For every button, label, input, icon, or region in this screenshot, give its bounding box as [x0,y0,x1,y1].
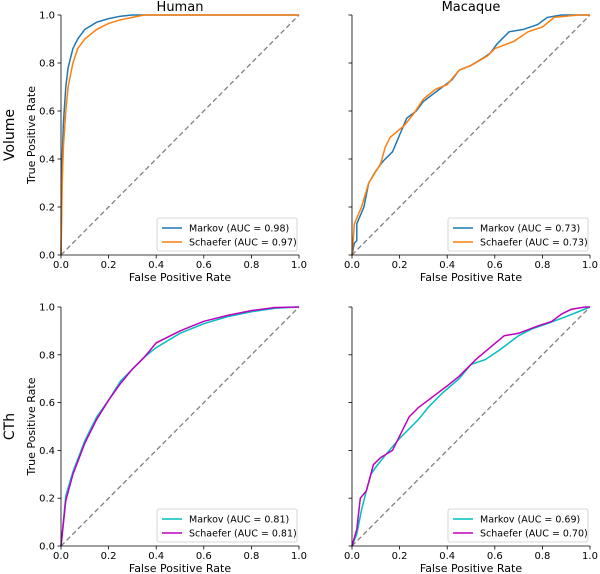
x-axis-label: False Positive Rate [420,562,522,574]
legend-label: Markov (AUC = 0.69) [480,515,580,526]
legend: Markov (AUC = 0.69) Schaefer (AUC = 0.70) [447,508,589,543]
x-tick-label: 0.0 [344,551,360,562]
x-tick-label: 0.8 [243,551,259,562]
x-tick-label: 0.8 [534,260,550,271]
x-tick-label: 0.4 [439,551,455,562]
y-tick-label: 0.4 [39,446,55,457]
chance-diagonal [351,14,591,256]
panel-title: Human [157,0,204,15]
chance-diagonal [351,306,591,547]
legend-label: Schaefer (AUC = 0.70) [480,529,588,540]
x-tick-label: 0.8 [534,551,550,562]
x-tick-label: 1.0 [582,260,598,271]
legend: Markov (AUC = 0.81) Schaefer (AUC = 0.81) [156,508,298,543]
legend-label: Markov (AUC = 0.81) [189,515,289,526]
legend-label: Schaefer (AUC = 0.73) [480,238,588,249]
panel-2: 0.00.0 0.2 0.2 0.4 0.4 0.6 0.6 0.8 0.8 1.0 1.0 Fals… [2,303,307,574]
panel-1: 0.0 0.2 0.4 0.6 0.8 1.0 False Positive Rate Mac… [344,0,598,284]
row-label: Volume [2,109,18,161]
y-tick-label: 0.2 [39,494,55,505]
x-tick-label: 1.0 [582,551,598,562]
y-tick-label: 0.6 [39,398,55,409]
panel-0: 0.00.0 0.2 0.2 0.4 0.4 0.6 0.6 0.8 0.8 1.0 1.0 Fals… [2,0,307,284]
x-tick-label: 0.6 [196,260,212,271]
x-tick-label: 0.8 [243,260,259,271]
y-tick-label: 0.8 [39,59,55,70]
row-label: CTh [2,413,18,440]
x-axis-label: False Positive Rate [129,562,231,574]
x-tick-label: 0.6 [487,260,503,271]
y-tick-label: 0.0 [39,251,55,262]
y-tick-label: 1.0 [39,11,55,22]
x-tick-label: 0.6 [196,551,212,562]
roc-curve-schaefer [351,306,590,547]
roc-curve-markov [351,14,590,256]
y-axis-label: True Positive Rate [25,86,38,185]
y-tick-label: 0.4 [39,155,55,166]
legend-label: Schaefer (AUC = 0.97) [189,238,297,249]
x-tick-label: 0.0 [344,260,360,271]
chance-diagonal [60,14,300,256]
x-tick-label: 0.0 [53,551,69,562]
y-axis-label: True Positive Rate [25,377,38,476]
x-tick-label: 0.2 [392,260,408,271]
x-tick-label: 0.4 [439,260,455,271]
legend-label: Markov (AUC = 0.98) [189,224,289,235]
legend-label: Schaefer (AUC = 0.81) [189,529,297,540]
roc-curve-schaefer [60,306,300,547]
x-tick-label: 1.0 [291,551,307,562]
x-tick-label: 0.4 [148,551,164,562]
legend: Markov (AUC = 0.73) Schaefer (AUC = 0.73) [447,217,589,252]
x-tick-label: 0.2 [392,551,408,562]
roc-curve-markov [60,14,299,256]
x-tick-label: 0.4 [148,260,164,271]
x-tick-label: 0.0 [53,260,69,271]
x-tick-label: 1.0 [291,260,307,271]
legend-label: Markov (AUC = 0.73) [480,224,580,235]
x-axis-label: False Positive Rate [129,271,231,284]
x-axis-label: False Positive Rate [420,271,522,284]
panel-3: 0.0 0.2 0.4 0.6 0.8 1.0 False Positive Rate Mar… [344,306,598,574]
y-tick-label: 1.0 [39,303,55,314]
panel-title: Macaque [442,0,501,15]
legend: Markov (AUC = 0.98) Schaefer (AUC = 0.97) [156,217,298,252]
legend-box [447,217,589,252]
x-tick-label: 0.2 [101,551,117,562]
y-tick-label: 0.8 [39,350,55,361]
y-tick-label: 0.0 [39,542,55,553]
legend-box [156,508,298,543]
x-tick-label: 0.2 [101,260,117,271]
y-tick-label: 0.2 [39,203,55,214]
legend-box [447,508,589,543]
y-tick-label: 0.6 [39,107,55,118]
roc-curve-schaefer [60,14,299,256]
chance-diagonal [60,306,300,547]
x-tick-label: 0.6 [487,551,503,562]
legend-box [156,217,298,252]
roc-curve-schaefer [351,14,590,256]
